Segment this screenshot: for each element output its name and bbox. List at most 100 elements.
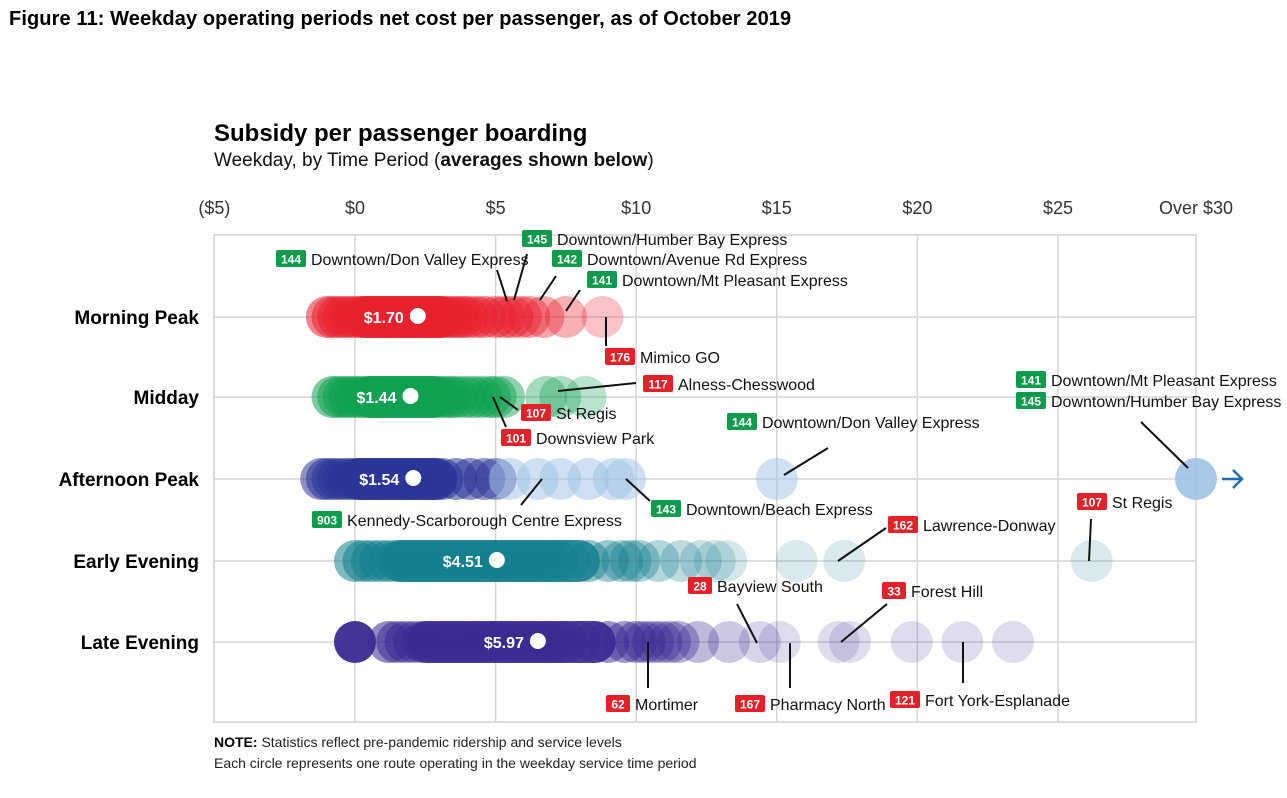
average-dot [405,470,422,486]
period-label: Midday [134,388,200,409]
route-number: 141 [592,274,612,288]
route-name: Downtown/Don Valley Express [762,415,980,432]
average-label: $1.54 [359,472,399,489]
x-tick-label: ($5) [198,198,230,218]
route-circle [1175,458,1217,500]
route-badge [727,413,757,430]
leader-line [840,603,888,643]
route-name: Pharmacy North [770,697,886,714]
route-number: 142 [557,253,577,267]
route-badge [276,250,306,267]
leader-line [565,289,581,312]
route-badge [888,516,918,533]
route-badge [643,375,673,392]
subtitle-suffix: ) [647,150,654,171]
note-text: Statistics reflect pre-pandemic ridershi… [261,734,622,750]
note-label: NOTE: [214,734,258,750]
route-circle [623,621,666,663]
route-number: 143 [656,503,676,517]
route-cluster-core [338,458,458,500]
route-circle [640,621,683,663]
route-badge [735,695,765,712]
route-number: 107 [526,407,546,421]
route-circle [707,621,750,663]
annotations: 144 Downtown/Don Valley Express 145 Downtow… [276,230,1281,714]
route-circle [657,621,700,663]
route-circle [890,621,933,663]
route-badge [605,348,635,365]
route-number: 162 [893,519,913,533]
route-name: Downsview Park [536,431,655,448]
route-name: Downtown/Don Valley Express [311,252,529,269]
route-circle [474,296,517,338]
route-number: 121 [895,694,915,708]
route-name: Downtown/Humber Bay Express [1051,394,1281,411]
route-circle [738,621,781,663]
route-circle [660,540,703,582]
x-tick-label: $10 [621,198,651,218]
subtitle-prefix: Weekday, by Time Period ( [214,150,441,171]
route-badge [501,429,531,446]
route-circle [648,621,691,663]
route-circle [677,621,720,663]
route-name: Downtown/Avenue Rd Express [587,252,807,269]
route-number: 145 [1021,395,1041,409]
route-name: Alness-Chesswood [678,377,815,394]
x-tick-label: $5 [486,198,506,218]
route-circle [483,376,526,418]
route-badge [1016,392,1046,409]
route-badge [521,404,551,421]
route-number: 903 [317,514,337,528]
route-badge [312,511,342,528]
overflow-arrow-head-icon [1232,469,1244,489]
route-circle [334,621,376,663]
leader-line [625,478,651,502]
leader-line [496,269,508,302]
route-circle [817,621,860,663]
route-badge [587,271,617,288]
route-number: 101 [506,432,526,446]
leader-line [1088,518,1092,562]
x-tick-label: $0 [345,198,365,218]
route-circle [1070,540,1113,582]
route-circle [601,540,644,582]
route-name: Kennedy-Scarborough Centre Express [347,513,622,530]
route-badge [651,500,681,517]
figure-title: Figure 11: Weekday operating periods net… [9,8,792,30]
route-name: Downtown/Mt Pleasant Express [1051,373,1277,390]
x-tick-label: $15 [762,198,792,218]
route-circle [992,621,1035,663]
note-line-1: NOTE: Statistics reflect pre-pandemic ri… [214,734,622,750]
route-circle [483,296,526,338]
route-number: 176 [610,351,630,365]
route-badge [890,691,920,708]
x-axis-ticks: ($5) $0 $5 $10 $15 $20 $25 Over $30 [198,198,1233,218]
period-label: Early Evening [73,552,199,573]
average-markers: $1.70 $1.44 $1.54 $4.51 $5.97 [356,308,546,652]
average-dot [529,633,546,649]
leader-line [492,396,507,428]
route-circle [758,621,801,663]
period-label: Afternoon Peak [59,470,200,491]
average-label: $4.51 [443,554,483,571]
route-circle [615,621,658,663]
route-name: St Regis [556,406,616,423]
route-name: Fort York-Esplanade [925,693,1070,710]
leader-line [837,527,887,562]
leader-line [513,253,528,301]
average-label: $5.97 [484,635,524,652]
route-badge [1016,371,1046,388]
route-circle [544,296,587,338]
average-dot [402,388,419,404]
period-label: Late Evening [81,633,199,654]
leader-line [520,478,543,506]
route-circle [705,540,748,582]
route-circle [609,540,652,582]
route-name: Downtown/Humber Bay Express [557,232,787,249]
period-label: Morning Peak [74,308,199,329]
period-labels: Morning Peak Midday Afternoon Peak Early Ev… [59,308,200,654]
route-circle [618,540,661,582]
route-name: Forest Hill [911,584,983,601]
average-label: $1.44 [356,390,396,407]
route-badge [882,582,906,599]
